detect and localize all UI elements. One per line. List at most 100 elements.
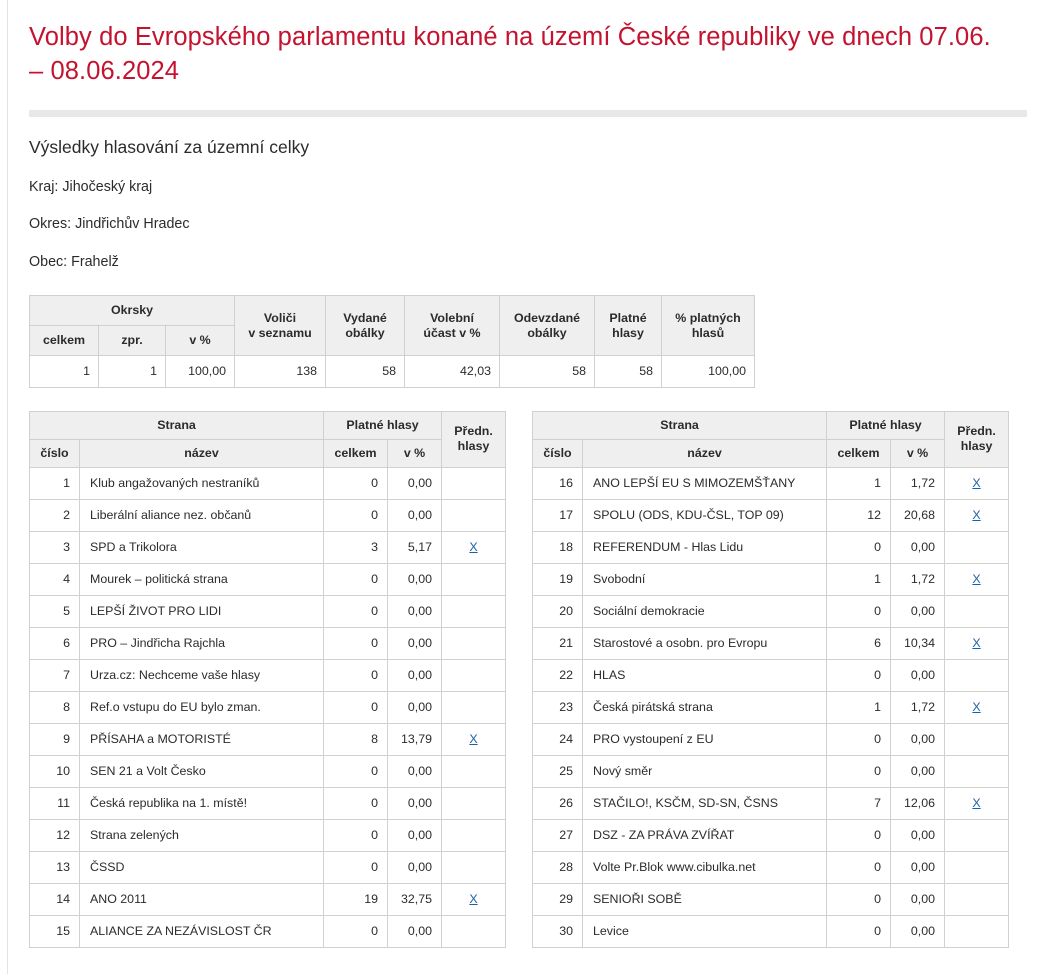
cell-party-number: 10 — [29, 754, 80, 788]
cell-okrsky-zpr: 1 — [98, 354, 166, 388]
cell-platne-hlasy: 58 — [594, 354, 662, 388]
cell-preferential-votes — [441, 850, 507, 884]
cell-votes-percent: 0,00 — [890, 754, 946, 788]
cell-votes-total: 0 — [323, 466, 389, 500]
cell-preferential-votes[interactable]: X — [441, 882, 507, 916]
cell-party-name: Strana zelených — [78, 818, 325, 852]
cell-preferential-votes[interactable]: X — [944, 498, 1010, 532]
summary-header-row-1: Okrsky Voliči v seznamu Vydané obálky Vo… — [29, 295, 755, 356]
cell-preferential-votes — [441, 818, 507, 852]
preferential-votes-link[interactable]: X — [469, 891, 478, 906]
cell-votes-total: 3 — [323, 530, 389, 564]
cell-preferential-votes[interactable]: X — [944, 466, 1010, 500]
cell-party-number: 6 — [29, 626, 80, 660]
cell-party-number: 27 — [532, 818, 584, 852]
header-strana: Strana — [532, 410, 828, 440]
cell-preferential-votes[interactable]: X — [441, 722, 507, 756]
summary-header-volebni-ucast: Volební účast v % — [404, 295, 500, 356]
table-row: 11 Česká republika na 1. místě! 0 0,00 — [29, 786, 507, 820]
cell-votes-total: 0 — [323, 658, 389, 692]
cell-party-name: Starostové a osobn. pro Evropu — [582, 626, 828, 660]
cell-votes-total: 0 — [323, 626, 389, 660]
cell-votes-percent: 0,00 — [387, 914, 443, 948]
preferential-votes-link[interactable]: X — [972, 507, 981, 522]
cell-party-number: 22 — [532, 658, 584, 692]
header-celkem: celkem — [323, 438, 389, 468]
cell-party-name: PŘÍSAHA a MOTORISTÉ — [78, 722, 325, 756]
cell-votes-total: 0 — [826, 754, 892, 788]
summary-header-okrsky-zpr: zpr. — [98, 325, 166, 356]
cell-party-number: 5 — [29, 594, 80, 628]
cell-party-number: 2 — [29, 498, 80, 532]
cell-party-number: 19 — [532, 562, 584, 596]
cell-party-name: SPOLU (ODS, KDU-ČSL, TOP 09) — [582, 498, 828, 532]
table-row: 28 Volte Pr.Blok www.cibulka.net 0 0,00 — [532, 850, 1010, 884]
cell-preferential-votes — [944, 850, 1010, 884]
cell-votes-percent: 0,00 — [387, 754, 443, 788]
cell-votes-percent: 12,06 — [890, 786, 946, 820]
cell-votes-total: 0 — [323, 562, 389, 596]
cell-party-name: DSZ - ZA PRÁVA ZVÍŘAT — [582, 818, 828, 852]
party-header-row-2: číslo název celkem v % — [532, 438, 1009, 468]
party-table-left-head: Strana Platné hlasy Předn. hlasy číslo n… — [28, 410, 507, 468]
table-row: 12 Strana zelených 0 0,00 — [29, 818, 507, 852]
cell-party-name: LEPŠÍ ŽIVOT PRO LIDI — [78, 594, 325, 628]
table-row: 13 ČSSD 0 0,00 — [29, 850, 507, 884]
cell-preferential-votes[interactable]: X — [944, 626, 1010, 660]
cell-preferential-votes[interactable]: X — [944, 562, 1010, 596]
table-row: 3 SPD a Trikolora 3 5,17 X — [29, 530, 507, 564]
header-cislo: číslo — [532, 438, 584, 468]
cell-votes-percent: 13,79 — [387, 722, 443, 756]
cell-votes-total: 0 — [826, 882, 892, 916]
region-line: Kraj: Jihočeský kraj — [29, 178, 153, 195]
summary-table-head: Okrsky Voliči v seznamu Vydané obálky Vo… — [29, 295, 755, 356]
cell-okrsky-celkem: 1 — [29, 354, 99, 388]
table-row: 2 Liberální aliance nez. občanů 0 0,00 — [29, 498, 507, 532]
table-row: 10 SEN 21 a Volt Česko 0 0,00 — [29, 754, 507, 788]
cell-preferential-votes — [441, 690, 507, 724]
cell-votes-percent: 1,72 — [890, 562, 946, 596]
cell-party-name: Svobodní — [582, 562, 828, 596]
table-row: 17 SPOLU (ODS, KDU-ČSL, TOP 09) 12 20,68 X — [532, 498, 1010, 532]
summary-table-body: 1 1 100,00 138 58 42,03 58 58 100,00 — [29, 354, 755, 388]
cell-party-number: 4 — [29, 562, 80, 596]
cell-preferential-votes[interactable]: X — [441, 530, 507, 564]
table-row: 22 HLAS 0 0,00 — [532, 658, 1010, 692]
table-row: 15 ALIANCE ZA NEZÁVISLOST ČR 0 0,00 — [29, 914, 507, 948]
cell-party-number: 14 — [29, 882, 80, 916]
cell-votes-total: 0 — [323, 914, 389, 948]
table-row: 21 Starostové a osobn. pro Evropu 6 10,34 X — [532, 626, 1010, 660]
district-line: Okres: Jindřichův Hradec — [29, 216, 190, 233]
cell-party-number: 1 — [29, 466, 80, 500]
cell-preferential-votes[interactable]: X — [944, 786, 1010, 820]
cell-votes-total: 0 — [826, 594, 892, 628]
preferential-votes-link[interactable]: X — [972, 795, 981, 810]
cell-votes-percent: 20,68 — [890, 498, 946, 532]
cell-votes-percent: 1,72 — [890, 466, 946, 500]
cell-preferential-votes — [441, 466, 507, 500]
cell-votes-percent: 0,00 — [387, 594, 443, 628]
preferential-votes-link[interactable]: X — [972, 571, 981, 586]
cell-votes-percent: 0,00 — [890, 914, 946, 948]
cell-preferential-votes — [944, 914, 1010, 948]
cell-votes-percent: 0,00 — [890, 722, 946, 756]
cell-votes-total: 0 — [826, 850, 892, 884]
cell-votes-total: 0 — [323, 786, 389, 820]
preferential-votes-link[interactable]: X — [972, 635, 981, 650]
cell-party-name: Volte Pr.Blok www.cibulka.net — [582, 850, 828, 884]
table-row: 24 PRO vystoupení z EU 0 0,00 — [532, 722, 1010, 756]
cell-preferential-votes[interactable]: X — [944, 690, 1010, 724]
preferential-votes-link[interactable]: X — [469, 539, 478, 554]
cell-party-number: 21 — [532, 626, 584, 660]
municipality-line: Obec: Frahelž — [29, 254, 119, 271]
page-title: Volby do Evropského parlamentu konané na… — [29, 23, 991, 85]
table-row: 30 Levice 0 0,00 — [532, 914, 1010, 948]
preferential-votes-link[interactable]: X — [972, 475, 981, 490]
section-title: Výsledky hlasování za územní celky — [29, 136, 310, 157]
cell-party-number: 20 — [532, 594, 584, 628]
cell-preferential-votes — [441, 498, 507, 532]
preferential-votes-link[interactable]: X — [469, 731, 478, 746]
cell-party-name: SENIOŘI SOBĚ — [582, 882, 828, 916]
cell-votes-total: 0 — [323, 594, 389, 628]
preferential-votes-link[interactable]: X — [972, 699, 981, 714]
